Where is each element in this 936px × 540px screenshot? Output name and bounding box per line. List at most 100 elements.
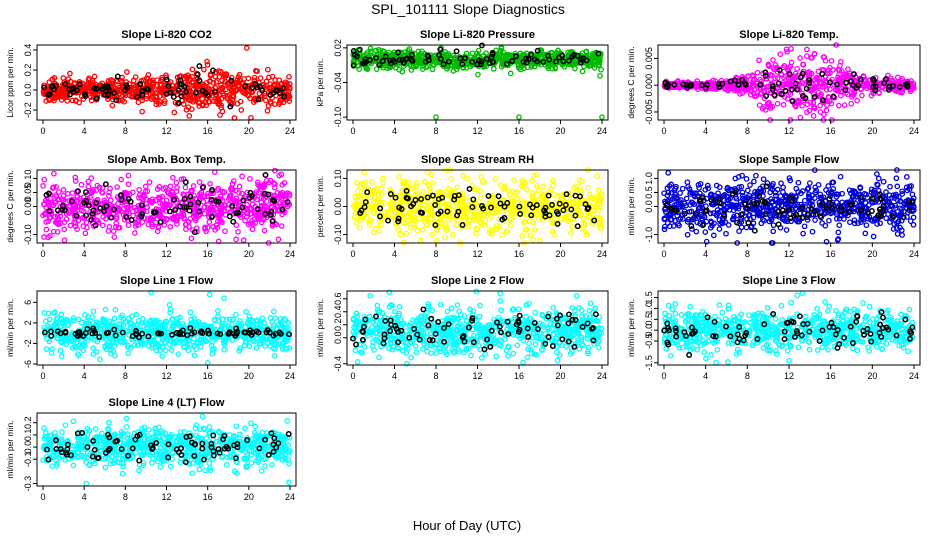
hourly-point bbox=[210, 67, 216, 74]
panel-title: Slope Li-820 Pressure bbox=[420, 29, 535, 41]
data-point bbox=[568, 230, 574, 236]
data-point bbox=[132, 230, 138, 236]
data-point bbox=[207, 180, 213, 187]
hourly-point bbox=[247, 189, 254, 196]
data-point bbox=[747, 182, 753, 188]
panel-title: Slope Li-820 Temp. bbox=[739, 29, 838, 41]
x-tick-label: 12 bbox=[472, 126, 482, 136]
x-tick-label: 24 bbox=[285, 126, 295, 136]
hourly-point bbox=[196, 77, 203, 84]
data-point bbox=[267, 81, 274, 87]
y-tick-label: 0.005 bbox=[644, 47, 654, 70]
x-tick-label: 8 bbox=[433, 126, 438, 136]
data-point bbox=[848, 100, 855, 107]
data-point bbox=[201, 66, 207, 73]
hourly-point bbox=[82, 93, 89, 100]
data-point bbox=[453, 222, 460, 229]
x-tick-label: 4 bbox=[82, 249, 87, 259]
data-point bbox=[90, 80, 96, 86]
data-point bbox=[535, 187, 542, 194]
data-point bbox=[234, 77, 241, 83]
data-point bbox=[110, 228, 117, 235]
data-point bbox=[725, 222, 732, 228]
data-point bbox=[770, 228, 777, 235]
hourly-point bbox=[128, 217, 135, 223]
x-tick-label: 24 bbox=[597, 126, 607, 136]
data-point bbox=[85, 84, 92, 91]
hourly-point bbox=[429, 192, 436, 199]
data-point bbox=[475, 71, 481, 78]
data-point bbox=[835, 102, 842, 109]
data-point bbox=[264, 107, 271, 114]
data-point bbox=[173, 179, 180, 186]
x-tick-label: 20 bbox=[244, 126, 254, 136]
y-tick-label: 0.00 bbox=[333, 198, 343, 216]
y-axis-label: Licor ppm per min. bbox=[5, 47, 15, 117]
data-point bbox=[190, 183, 197, 189]
data-point bbox=[60, 187, 67, 193]
data-point bbox=[815, 181, 822, 188]
y-tick-label: -0.10 bbox=[333, 224, 343, 245]
hourly-point bbox=[255, 96, 262, 103]
hourly-point bbox=[183, 88, 189, 95]
data-point bbox=[204, 61, 211, 68]
data-point bbox=[249, 226, 256, 233]
data-point bbox=[218, 95, 225, 102]
data-point bbox=[109, 102, 116, 109]
outlier-point bbox=[665, 169, 672, 176]
data-point bbox=[693, 228, 700, 235]
y-tick-label: -0.10 bbox=[23, 224, 33, 245]
data-point bbox=[275, 236, 282, 243]
x-tick-label: 16 bbox=[203, 126, 213, 136]
data-point bbox=[519, 232, 526, 239]
data-point bbox=[251, 74, 258, 81]
hourly-point bbox=[52, 82, 59, 89]
data-points bbox=[40, 45, 293, 121]
data-point bbox=[683, 195, 690, 202]
data-point bbox=[136, 88, 143, 95]
x-tick-label: 16 bbox=[826, 126, 836, 136]
hourly-point bbox=[877, 195, 884, 202]
data-point bbox=[199, 95, 206, 102]
y-axis-label: degrees C per min. bbox=[5, 170, 15, 242]
data-points bbox=[41, 289, 293, 366]
data-point bbox=[524, 186, 530, 193]
data-point bbox=[237, 98, 244, 105]
data-point bbox=[184, 95, 191, 101]
data-point bbox=[51, 170, 57, 177]
hourly-point bbox=[775, 80, 782, 87]
data-point bbox=[464, 194, 471, 201]
hourly-point bbox=[280, 85, 287, 92]
hourly-point bbox=[688, 223, 695, 229]
data-point bbox=[828, 57, 835, 64]
data-point bbox=[587, 62, 594, 69]
outlier-point bbox=[61, 237, 68, 244]
y-axis-label: percent per min. bbox=[315, 176, 325, 237]
data-point bbox=[219, 77, 225, 84]
data-point bbox=[60, 75, 67, 81]
hourly-point bbox=[101, 91, 108, 98]
data-point bbox=[216, 74, 223, 80]
data-point bbox=[847, 219, 853, 226]
data-point bbox=[527, 232, 534, 238]
data-point bbox=[361, 169, 368, 176]
data-point bbox=[40, 183, 46, 189]
data-point bbox=[835, 229, 842, 236]
hourly-point bbox=[69, 86, 76, 93]
data-point bbox=[252, 97, 259, 104]
outlier-point bbox=[433, 114, 439, 120]
data-point bbox=[188, 235, 195, 242]
hourly-point bbox=[470, 196, 477, 203]
y-tick-label: -0.04 bbox=[333, 72, 343, 93]
hourly-point bbox=[99, 86, 106, 92]
figure-xlabel: Hour of Day (UTC) bbox=[413, 518, 521, 533]
data-point bbox=[143, 78, 149, 85]
data-point bbox=[265, 102, 272, 109]
data-point bbox=[254, 68, 260, 75]
data-point bbox=[549, 177, 556, 184]
data-point bbox=[499, 232, 505, 238]
hourly-point bbox=[175, 99, 182, 106]
data-point bbox=[594, 173, 601, 180]
data-point bbox=[478, 174, 484, 180]
data-point bbox=[863, 222, 870, 229]
